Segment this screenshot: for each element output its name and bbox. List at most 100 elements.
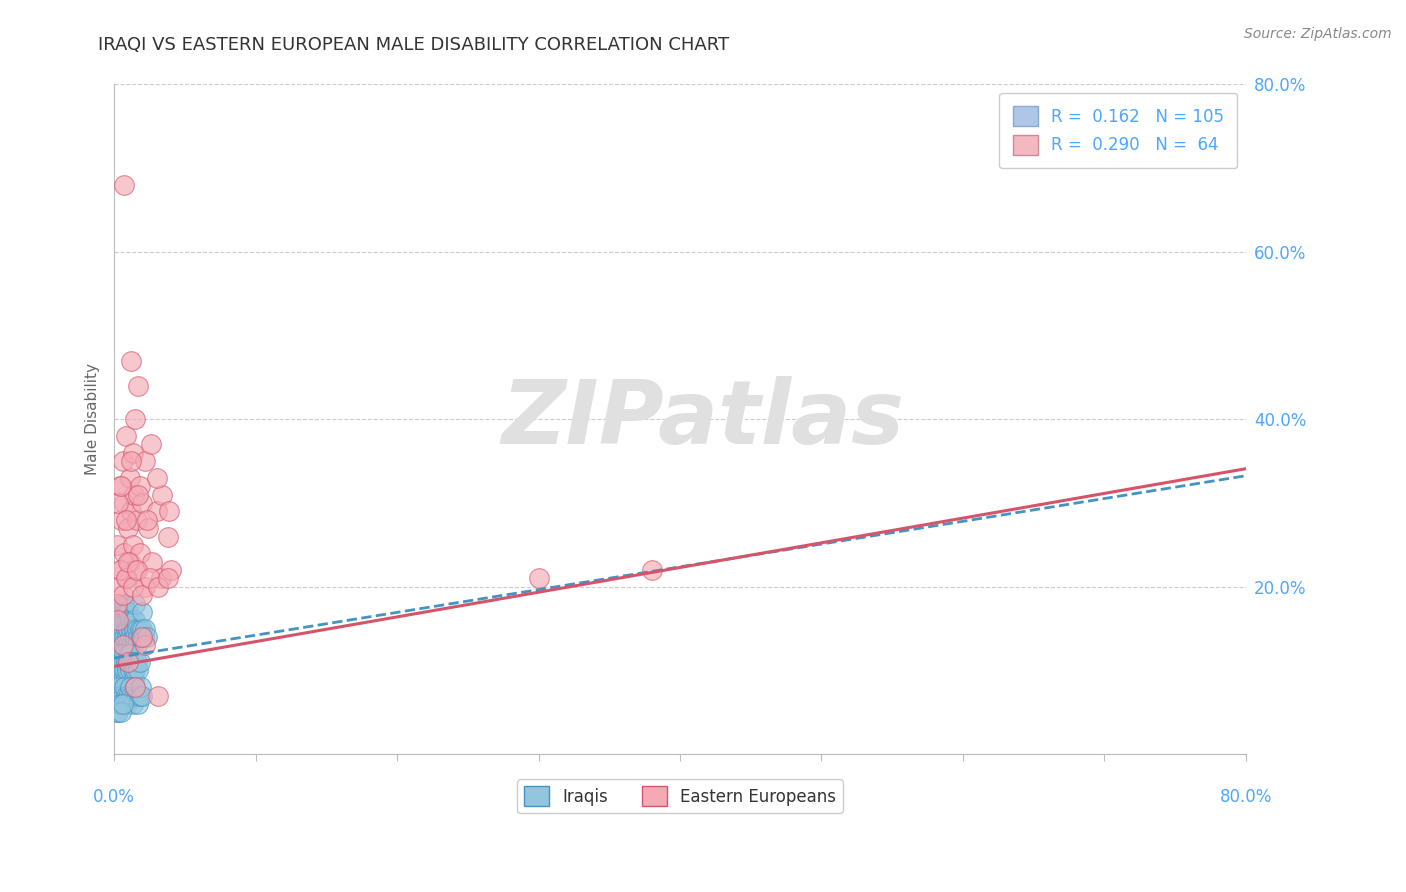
Point: [641, 563, 664, 577]
Point: [111, 639, 134, 653]
Point: [105, 597, 128, 611]
Point: [122, 672, 145, 686]
Point: [110, 697, 132, 711]
Point: [145, 471, 167, 485]
Point: [134, 639, 156, 653]
Point: [128, 622, 150, 636]
Point: [118, 555, 141, 569]
Point: [128, 546, 150, 560]
Point: [112, 178, 135, 192]
Point: [117, 555, 139, 569]
Point: [108, 479, 131, 493]
Point: [118, 613, 141, 627]
Point: [122, 622, 145, 636]
Point: [105, 622, 128, 636]
Point: [104, 613, 127, 627]
Point: [141, 555, 163, 569]
Point: [121, 697, 143, 711]
Point: [107, 680, 129, 694]
Point: [115, 697, 138, 711]
Point: [110, 664, 132, 678]
Point: [127, 630, 149, 644]
Point: [110, 597, 132, 611]
Point: [145, 504, 167, 518]
Point: [124, 664, 146, 678]
Point: [105, 689, 128, 703]
Point: [114, 571, 136, 585]
Point: [110, 647, 132, 661]
Point: [108, 605, 131, 619]
Point: [110, 647, 132, 661]
Point: [139, 437, 162, 451]
Point: [120, 454, 142, 468]
Point: [121, 580, 143, 594]
Point: [104, 664, 127, 678]
Point: [125, 563, 148, 577]
Point: [112, 496, 135, 510]
Point: [121, 613, 143, 627]
Point: [128, 655, 150, 669]
Point: [129, 680, 152, 694]
Point: [104, 680, 127, 694]
Point: [157, 504, 180, 518]
Point: [104, 647, 127, 661]
Point: [125, 622, 148, 636]
Point: [104, 697, 127, 711]
Point: [105, 655, 128, 669]
Point: [107, 647, 129, 661]
Point: [120, 504, 142, 518]
Point: [114, 513, 136, 527]
Point: [124, 680, 146, 694]
Point: [111, 697, 134, 711]
Point: [117, 689, 139, 703]
Point: [110, 613, 132, 627]
Point: [108, 697, 131, 711]
Point: [146, 689, 169, 703]
Point: [111, 605, 134, 619]
Point: [114, 429, 136, 443]
Point: [124, 613, 146, 627]
Point: [122, 655, 145, 669]
Point: [112, 597, 135, 611]
Point: [124, 630, 146, 644]
Point: [122, 639, 145, 653]
Point: [121, 630, 143, 644]
Point: [117, 655, 139, 669]
Point: [108, 622, 131, 636]
Point: [108, 655, 131, 669]
Point: [107, 580, 129, 594]
Point: [107, 706, 129, 720]
Point: [108, 639, 131, 653]
Point: [131, 689, 153, 703]
Point: [135, 513, 157, 527]
Point: [104, 630, 127, 644]
Point: [105, 706, 128, 720]
Point: [105, 605, 128, 619]
Point: [146, 580, 169, 594]
Point: [135, 630, 157, 644]
Point: [124, 680, 146, 694]
Point: [129, 630, 152, 644]
Point: [128, 479, 150, 493]
Point: [112, 647, 135, 661]
Point: [112, 630, 135, 644]
Point: [131, 605, 153, 619]
Point: [110, 513, 132, 527]
Point: [110, 479, 132, 493]
Point: [131, 630, 153, 644]
Point: [115, 571, 138, 585]
Text: Source: ZipAtlas.com: Source: ZipAtlas.com: [1244, 27, 1392, 41]
Point: [125, 655, 148, 669]
Point: [124, 412, 146, 426]
Point: [108, 672, 131, 686]
Point: [121, 446, 143, 460]
Point: [125, 513, 148, 527]
Point: [117, 521, 139, 535]
Point: [114, 689, 136, 703]
Point: [156, 529, 179, 543]
Point: [128, 689, 150, 703]
Point: [134, 580, 156, 594]
Point: [156, 571, 179, 585]
Point: [125, 639, 148, 653]
Legend: Iraqis, Eastern Europeans: Iraqis, Eastern Europeans: [517, 780, 842, 813]
